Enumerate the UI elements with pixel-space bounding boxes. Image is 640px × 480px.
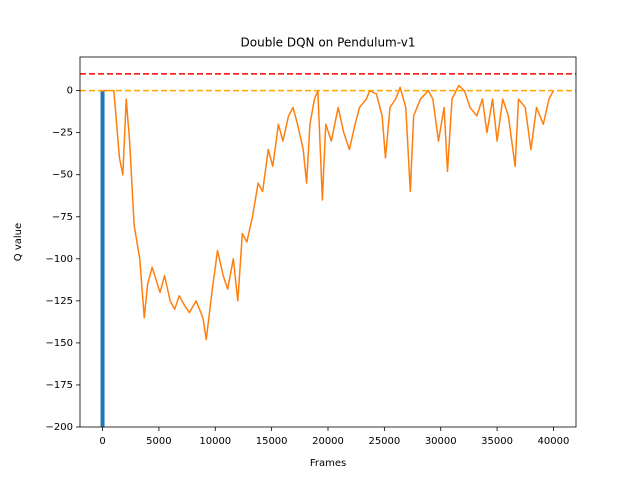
y-tick-label: −125: [46, 296, 73, 307]
x-tick-label: 0: [99, 436, 105, 447]
x-tick-label: 20000: [312, 436, 344, 447]
x-tick-label: 10000: [199, 436, 231, 447]
line-series: [102, 84, 555, 341]
x-tick-label: 25000: [368, 436, 400, 447]
x-axis-label: Frames: [310, 458, 346, 469]
y-tick-label: −50: [52, 170, 73, 181]
chart-title: Double DQN on Pendulum-v1: [241, 36, 416, 50]
y-tick-label: −75: [52, 212, 73, 223]
x-tick-label: 15000: [256, 436, 288, 447]
y-tick-label: −200: [46, 422, 73, 433]
y-tick-label: 0: [67, 86, 73, 97]
y-tick-label: −100: [46, 254, 73, 265]
y-tick-label: −175: [46, 380, 73, 391]
bar: [100, 90, 105, 428]
x-tick-label: 40000: [538, 436, 570, 447]
x-tick-label: 35000: [481, 436, 513, 447]
axes-frame: [79, 56, 577, 428]
y-axis-label: Q value: [13, 223, 24, 261]
x-tick-label: 5000: [146, 436, 171, 447]
y-tick-label: −150: [46, 338, 73, 349]
y-tick-label: −25: [52, 128, 73, 139]
x-tick-label: 30000: [425, 436, 457, 447]
